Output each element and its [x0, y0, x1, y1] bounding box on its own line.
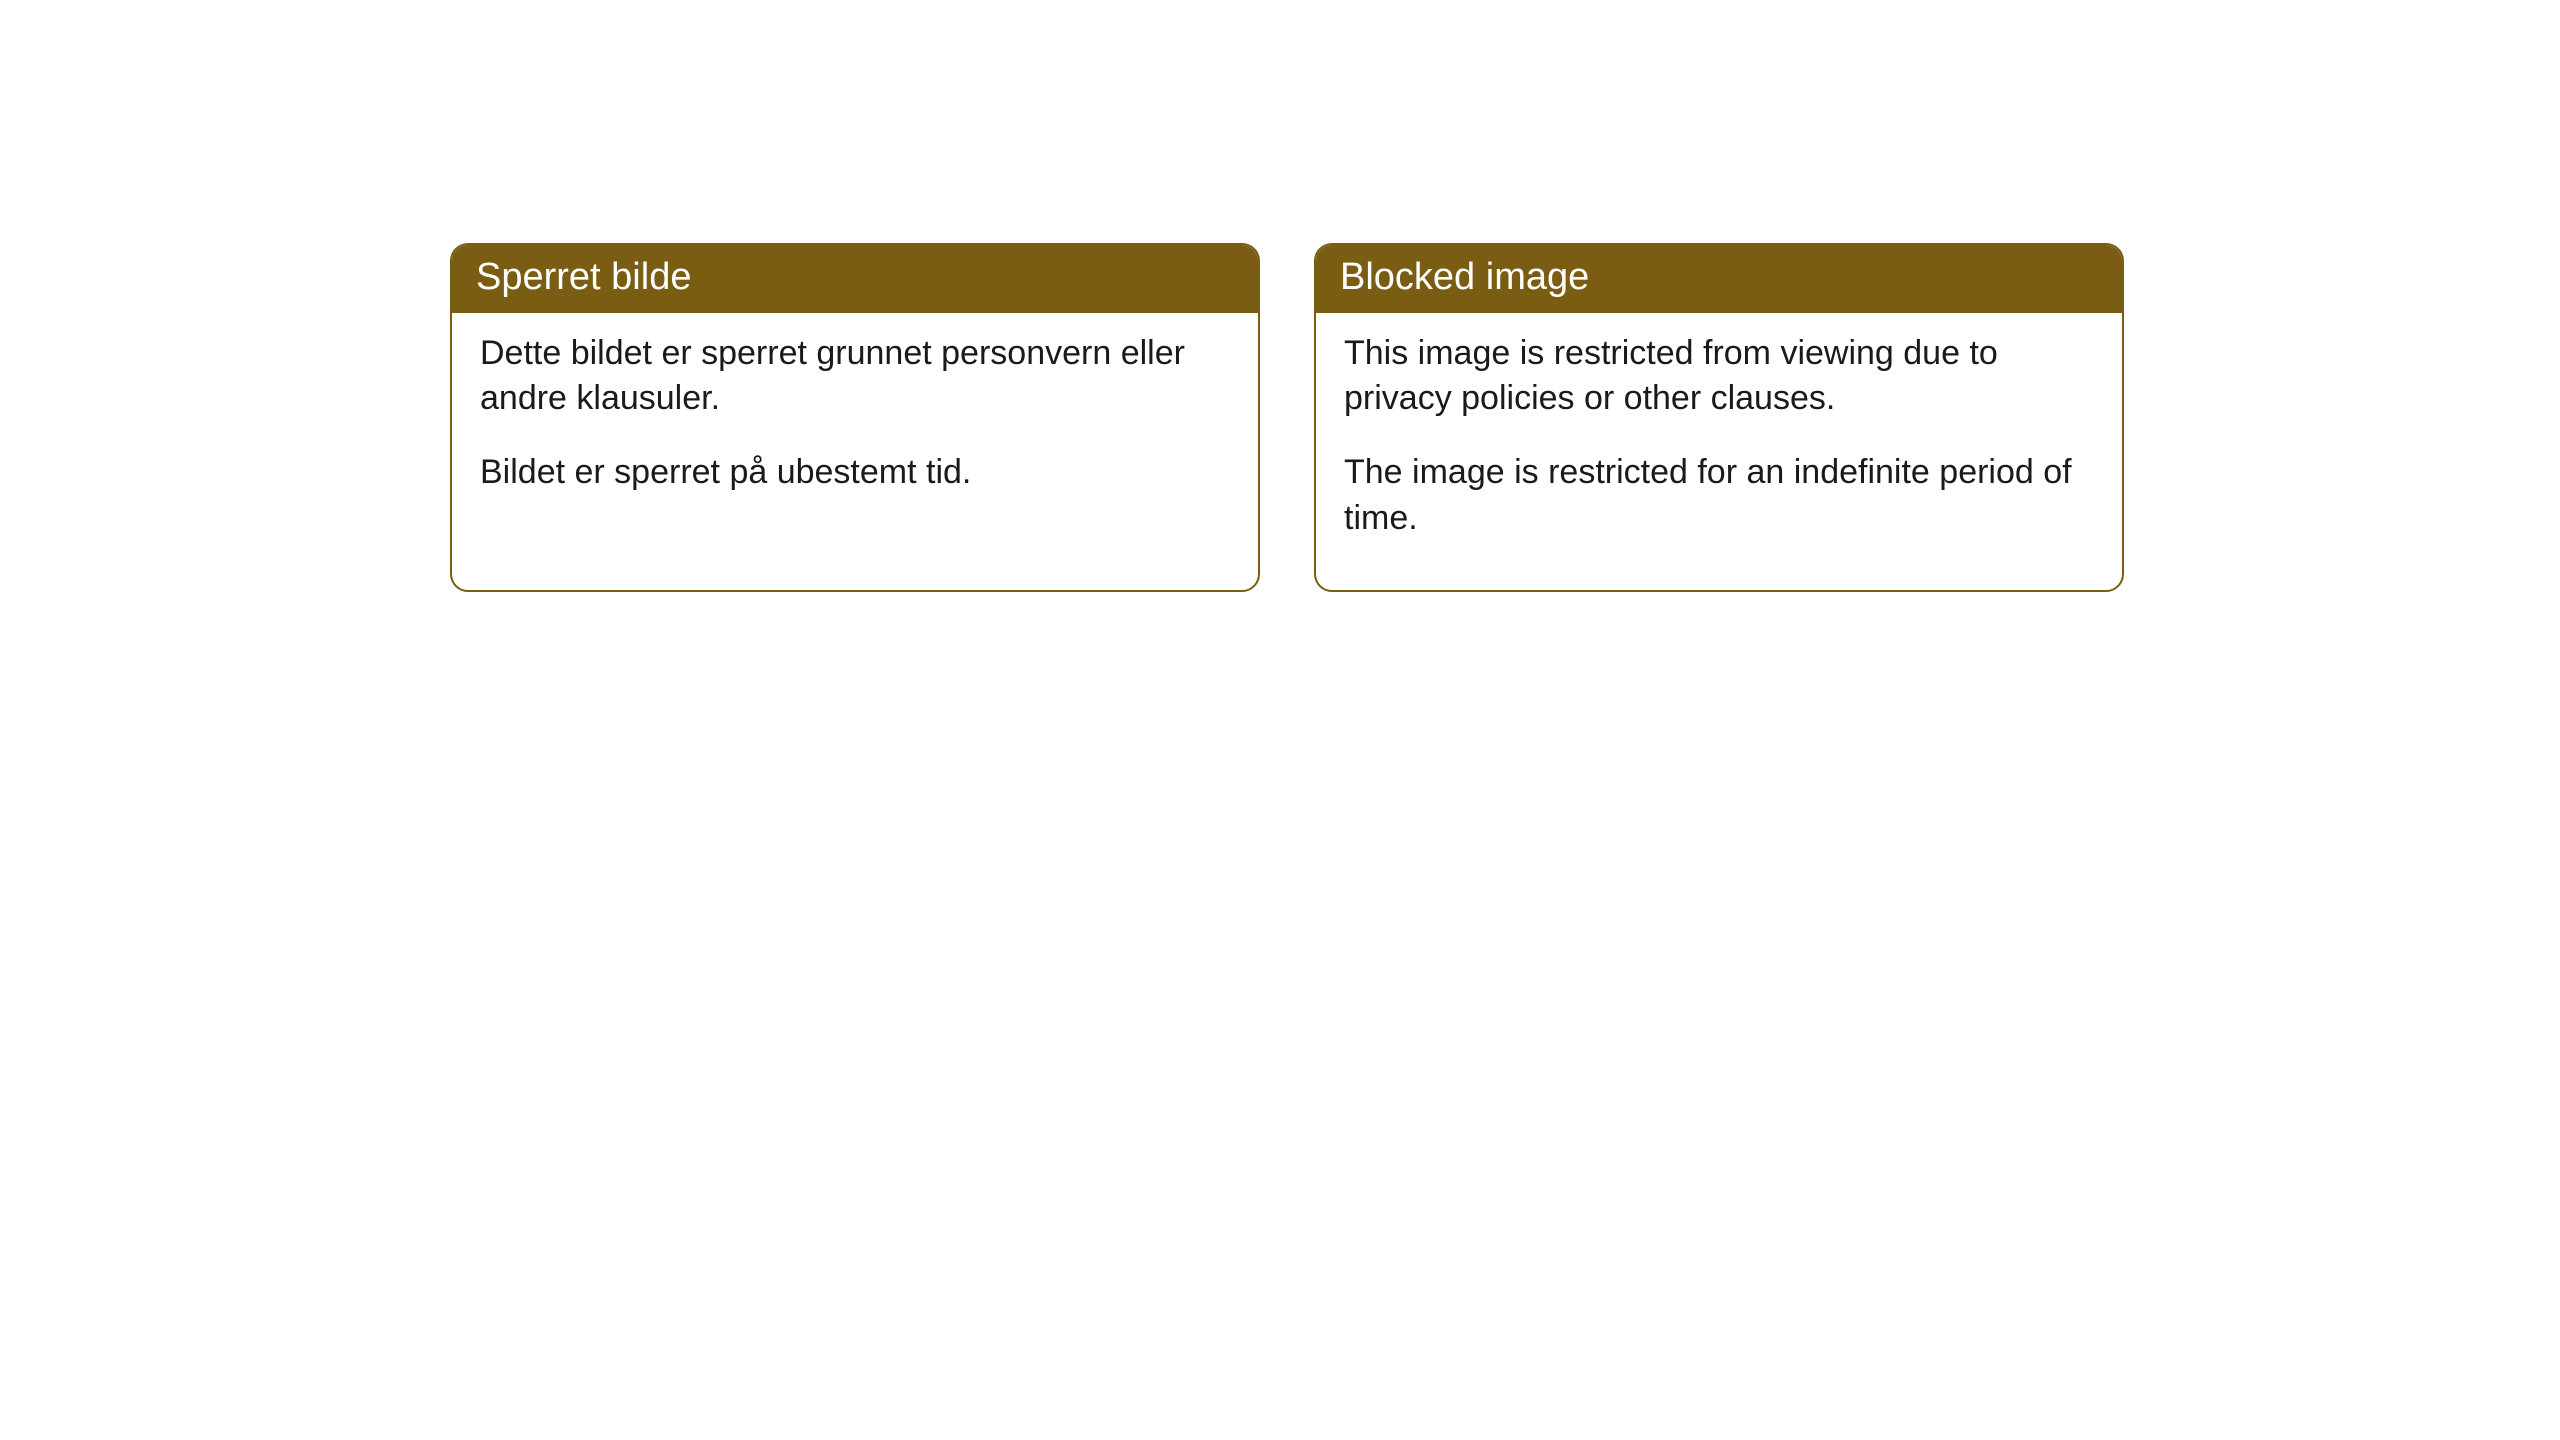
- card-title: Blocked image: [1340, 256, 1589, 298]
- card-body: Dette bildet er sperret grunnet personve…: [452, 313, 1258, 545]
- card-header: Blocked image: [1316, 245, 2122, 313]
- card-paragraph: Dette bildet er sperret grunnet personve…: [480, 331, 1230, 423]
- card-title: Sperret bilde: [476, 256, 691, 298]
- card-paragraph: Bildet er sperret på ubestemt tid.: [480, 450, 1230, 496]
- notice-cards-container: Sperret bilde Dette bildet er sperret gr…: [450, 243, 2560, 592]
- card-paragraph: The image is restricted for an indefinit…: [1344, 450, 2094, 542]
- notice-card-norwegian: Sperret bilde Dette bildet er sperret gr…: [450, 243, 1260, 592]
- notice-card-english: Blocked image This image is restricted f…: [1314, 243, 2124, 592]
- card-body: This image is restricted from viewing du…: [1316, 313, 2122, 591]
- card-header: Sperret bilde: [452, 245, 1258, 313]
- card-paragraph: This image is restricted from viewing du…: [1344, 331, 2094, 423]
